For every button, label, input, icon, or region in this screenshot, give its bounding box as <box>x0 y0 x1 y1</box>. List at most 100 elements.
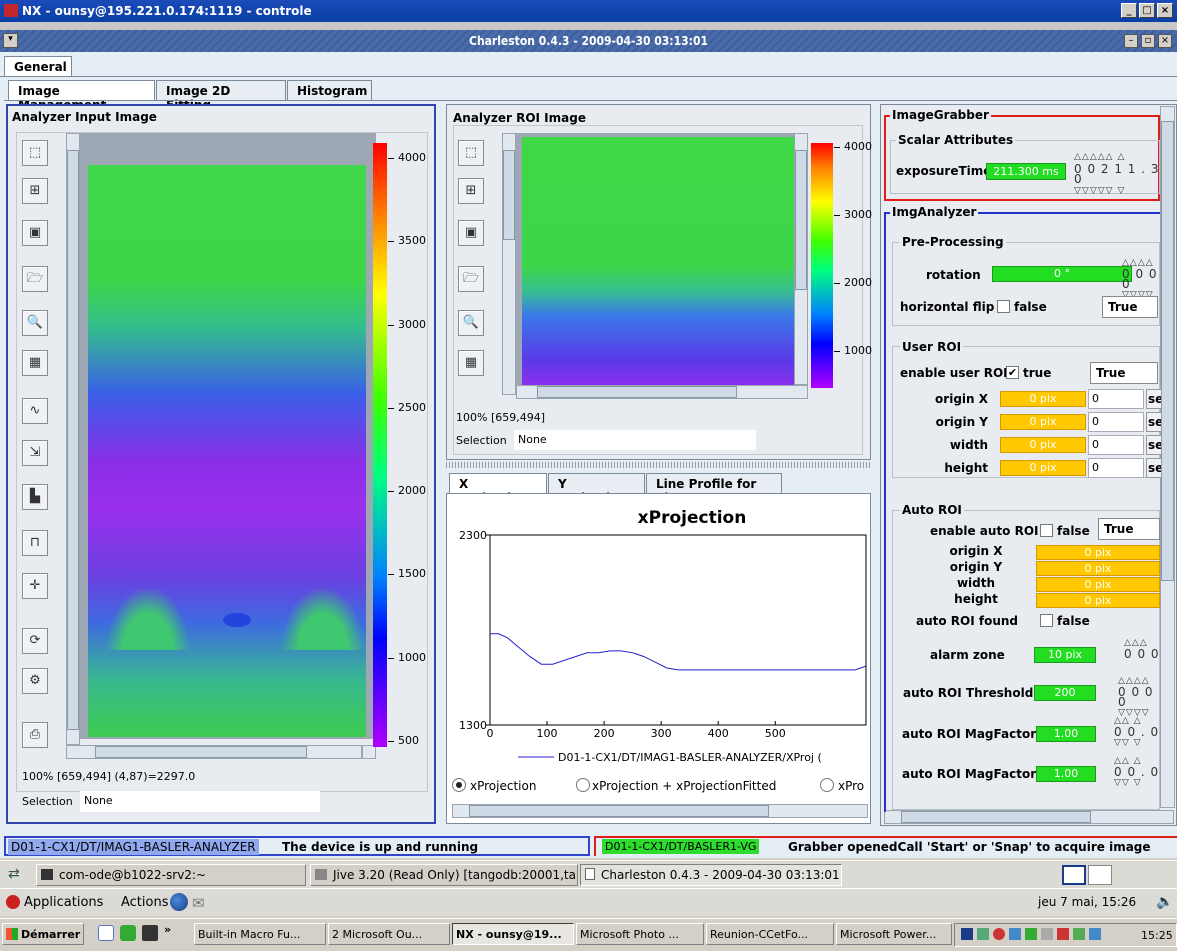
crosshair-icon[interactable]: ✛ <box>22 573 48 599</box>
print-icon[interactable]: ⎙ <box>22 722 48 748</box>
magx-spinner[interactable]: △△ △ 0 0 . 0 ▽▽ ▽ <box>1114 716 1160 748</box>
input-hscroll[interactable] <box>66 745 362 759</box>
auto-roi-found-checkbox[interactable] <box>1040 614 1053 627</box>
windows-task-button[interactable]: Microsoft Photo ... <box>576 923 704 945</box>
roi-image-area[interactable] <box>516 133 794 385</box>
attribute-hscroll[interactable] <box>884 810 1174 824</box>
select-rect-icon[interactable]: ⬚ <box>458 140 484 166</box>
radio-xprojection[interactable] <box>452 778 466 792</box>
input-hscroll-thumb[interactable] <box>95 746 307 758</box>
cmd-quicklaunch-icon[interactable] <box>142 925 158 941</box>
hflip-checkbox[interactable] <box>997 300 1010 313</box>
enable-user-roi-combo[interactable]: True <box>1090 362 1158 384</box>
exposure-spinner[interactable]: △△△△△ △ 0 0 2 1 1 . 3 0 ▽▽▽▽▽ ▽ <box>1074 152 1160 196</box>
tab-histogram[interactable]: Histogram <box>287 80 372 100</box>
input-vscroll-thumb[interactable] <box>67 150 79 730</box>
app-minimize-button[interactable]: – <box>1124 34 1138 48</box>
taskbar-charleston[interactable]: Charleston 0.4.3 - 2009-04-30 03:13:01 <box>580 864 842 886</box>
email-icon[interactable]: ✉ <box>192 894 205 912</box>
magy-spinner[interactable]: △△ △ 0 0 . 0 ▽▽ ▽ <box>1114 756 1160 788</box>
open-folder-icon[interactable]: 🗁 <box>458 266 484 292</box>
magnifier-icon[interactable]: 🔍 <box>22 310 48 336</box>
radio-xprojection-fitted[interactable] <box>576 778 590 792</box>
minimize-button[interactable]: _ <box>1121 3 1137 18</box>
user-roi-set-button[interactable]: se <box>1146 412 1162 432</box>
auto-roi-row-label: height <box>954 592 998 606</box>
roi-vscroll[interactable] <box>502 133 516 395</box>
rotation-value: 0 ° <box>992 266 1132 282</box>
tab-image-management[interactable]: Image Management <box>8 80 155 112</box>
chart-icon[interactable]: ▙ <box>22 484 48 510</box>
input-vscroll[interactable] <box>66 133 80 745</box>
office-quicklaunch-icon[interactable] <box>120 925 136 941</box>
web-browser-icon[interactable] <box>170 893 188 911</box>
tab-line-profile[interactable]: Line Profile for Fit <box>646 473 782 505</box>
horizontal-splitter[interactable] <box>446 462 871 468</box>
tab-image-2d-fitting[interactable]: Image 2D Fitting <box>156 80 286 112</box>
ie-quicklaunch-icon[interactable] <box>98 925 114 941</box>
user-roi-set-button[interactable]: se <box>1146 435 1162 455</box>
user-roi-row-input[interactable]: 0 <box>1088 412 1144 432</box>
roi-panel-title: Analyzer ROI Image <box>451 111 588 125</box>
volume-icon[interactable]: 🔈 <box>1156 894 1174 910</box>
maximize-button[interactable]: □ <box>1139 3 1155 18</box>
magnifier-icon[interactable]: 🔍 <box>458 310 484 336</box>
select-rect-icon[interactable]: ⬚ <box>22 140 48 166</box>
enable-user-roi-checkbox[interactable]: ✔ <box>1006 366 1019 379</box>
user-roi-row-input[interactable]: 0 <box>1088 435 1144 455</box>
tab-y-projection[interactable]: Y Projection <box>548 473 645 505</box>
taskbar-terminal[interactable]: com-ode@b1022-srv2:~ <box>36 864 306 886</box>
windows-task-button[interactable]: 2 Microsoft Ou... <box>328 923 450 945</box>
crop-icon[interactable]: ⊓ <box>22 530 48 556</box>
taskbar-jive[interactable]: Jive 3.20 (Read Only) [tangodb:20001,ta <box>310 864 578 886</box>
windows-task-button[interactable]: Reunion-CCetFo... <box>706 923 834 945</box>
start-button[interactable]: Démarrer <box>2 923 84 945</box>
open-folder-icon[interactable]: 🗁 <box>22 266 48 292</box>
enable-auto-roi-checkbox[interactable] <box>1040 524 1053 537</box>
user-roi-set-button[interactable]: se <box>1146 389 1162 409</box>
grid-icon[interactable]: ▦ <box>458 350 484 376</box>
window-menu-icon[interactable]: ▾ <box>3 33 18 48</box>
rotate-icon[interactable]: ⟳ <box>22 628 48 654</box>
user-roi-set-button[interactable]: se <box>1146 458 1162 478</box>
attribute-vscroll[interactable] <box>1160 106 1175 808</box>
roi-image-vscroll[interactable] <box>794 133 808 385</box>
roi-image <box>522 137 794 385</box>
actions-menu[interactable]: Actions <box>121 895 169 910</box>
grid-icon[interactable]: ▦ <box>22 350 48 376</box>
roi-hscroll[interactable] <box>516 385 808 399</box>
close-button[interactable]: × <box>1157 3 1173 18</box>
colorbar-tick-label: 3000 <box>398 317 426 331</box>
color-roi-icon[interactable]: ▣ <box>22 220 48 246</box>
radio-xpro[interactable] <box>820 778 834 792</box>
tab-general[interactable]: General <box>4 56 72 76</box>
threshold-spinner[interactable]: △△△△ 0 0 0 0 ▽▽▽▽ <box>1118 676 1154 718</box>
line-profile-icon[interactable]: ∿ <box>22 398 48 424</box>
tab-x-projection[interactable]: X Projection <box>449 473 547 505</box>
windows-task-button[interactable]: NX - ounsy@19... <box>452 923 574 945</box>
rotation-spinner[interactable]: △△△△ 0 0 0 0 ▽▽▽▽ <box>1122 258 1158 300</box>
alarm-zone-spinner[interactable]: △△△ 0 0 0 <box>1124 638 1160 661</box>
histogram-icon[interactable]: ⇲ <box>22 440 48 466</box>
workspace-switcher-2[interactable] <box>1088 865 1112 885</box>
hflip-combo[interactable]: True <box>1102 296 1158 318</box>
applications-menu[interactable]: Applications <box>24 895 104 910</box>
enable-auto-roi-combo[interactable]: True <box>1098 518 1160 540</box>
app-close-button[interactable]: × <box>1158 34 1172 48</box>
windows-task-button[interactable]: Microsoft Power... <box>836 923 952 945</box>
windows-task-button[interactable]: Built-in Macro Fu... <box>194 923 326 945</box>
app-maximize-button[interactable]: ▫ <box>1141 34 1155 48</box>
user-roi-row-input[interactable]: 0 <box>1088 389 1144 409</box>
user-roi-row-input[interactable]: 0 <box>1088 458 1144 478</box>
splitter-left[interactable] <box>438 108 444 820</box>
zoom-box-icon[interactable]: ⊞ <box>22 178 48 204</box>
settings-icon[interactable]: ⚙ <box>22 668 48 694</box>
network-icon[interactable]: ⇄ <box>8 866 20 882</box>
projection-hscroll[interactable] <box>452 804 868 818</box>
quicklaunch-overflow-icon[interactable]: » <box>164 923 172 936</box>
input-image-area[interactable] <box>80 133 376 739</box>
splitter-right[interactable] <box>873 108 879 820</box>
workspace-switcher-1[interactable] <box>1062 865 1086 885</box>
color-roi-icon[interactable]: ▣ <box>458 220 484 246</box>
zoom-box-icon[interactable]: ⊞ <box>458 178 484 204</box>
